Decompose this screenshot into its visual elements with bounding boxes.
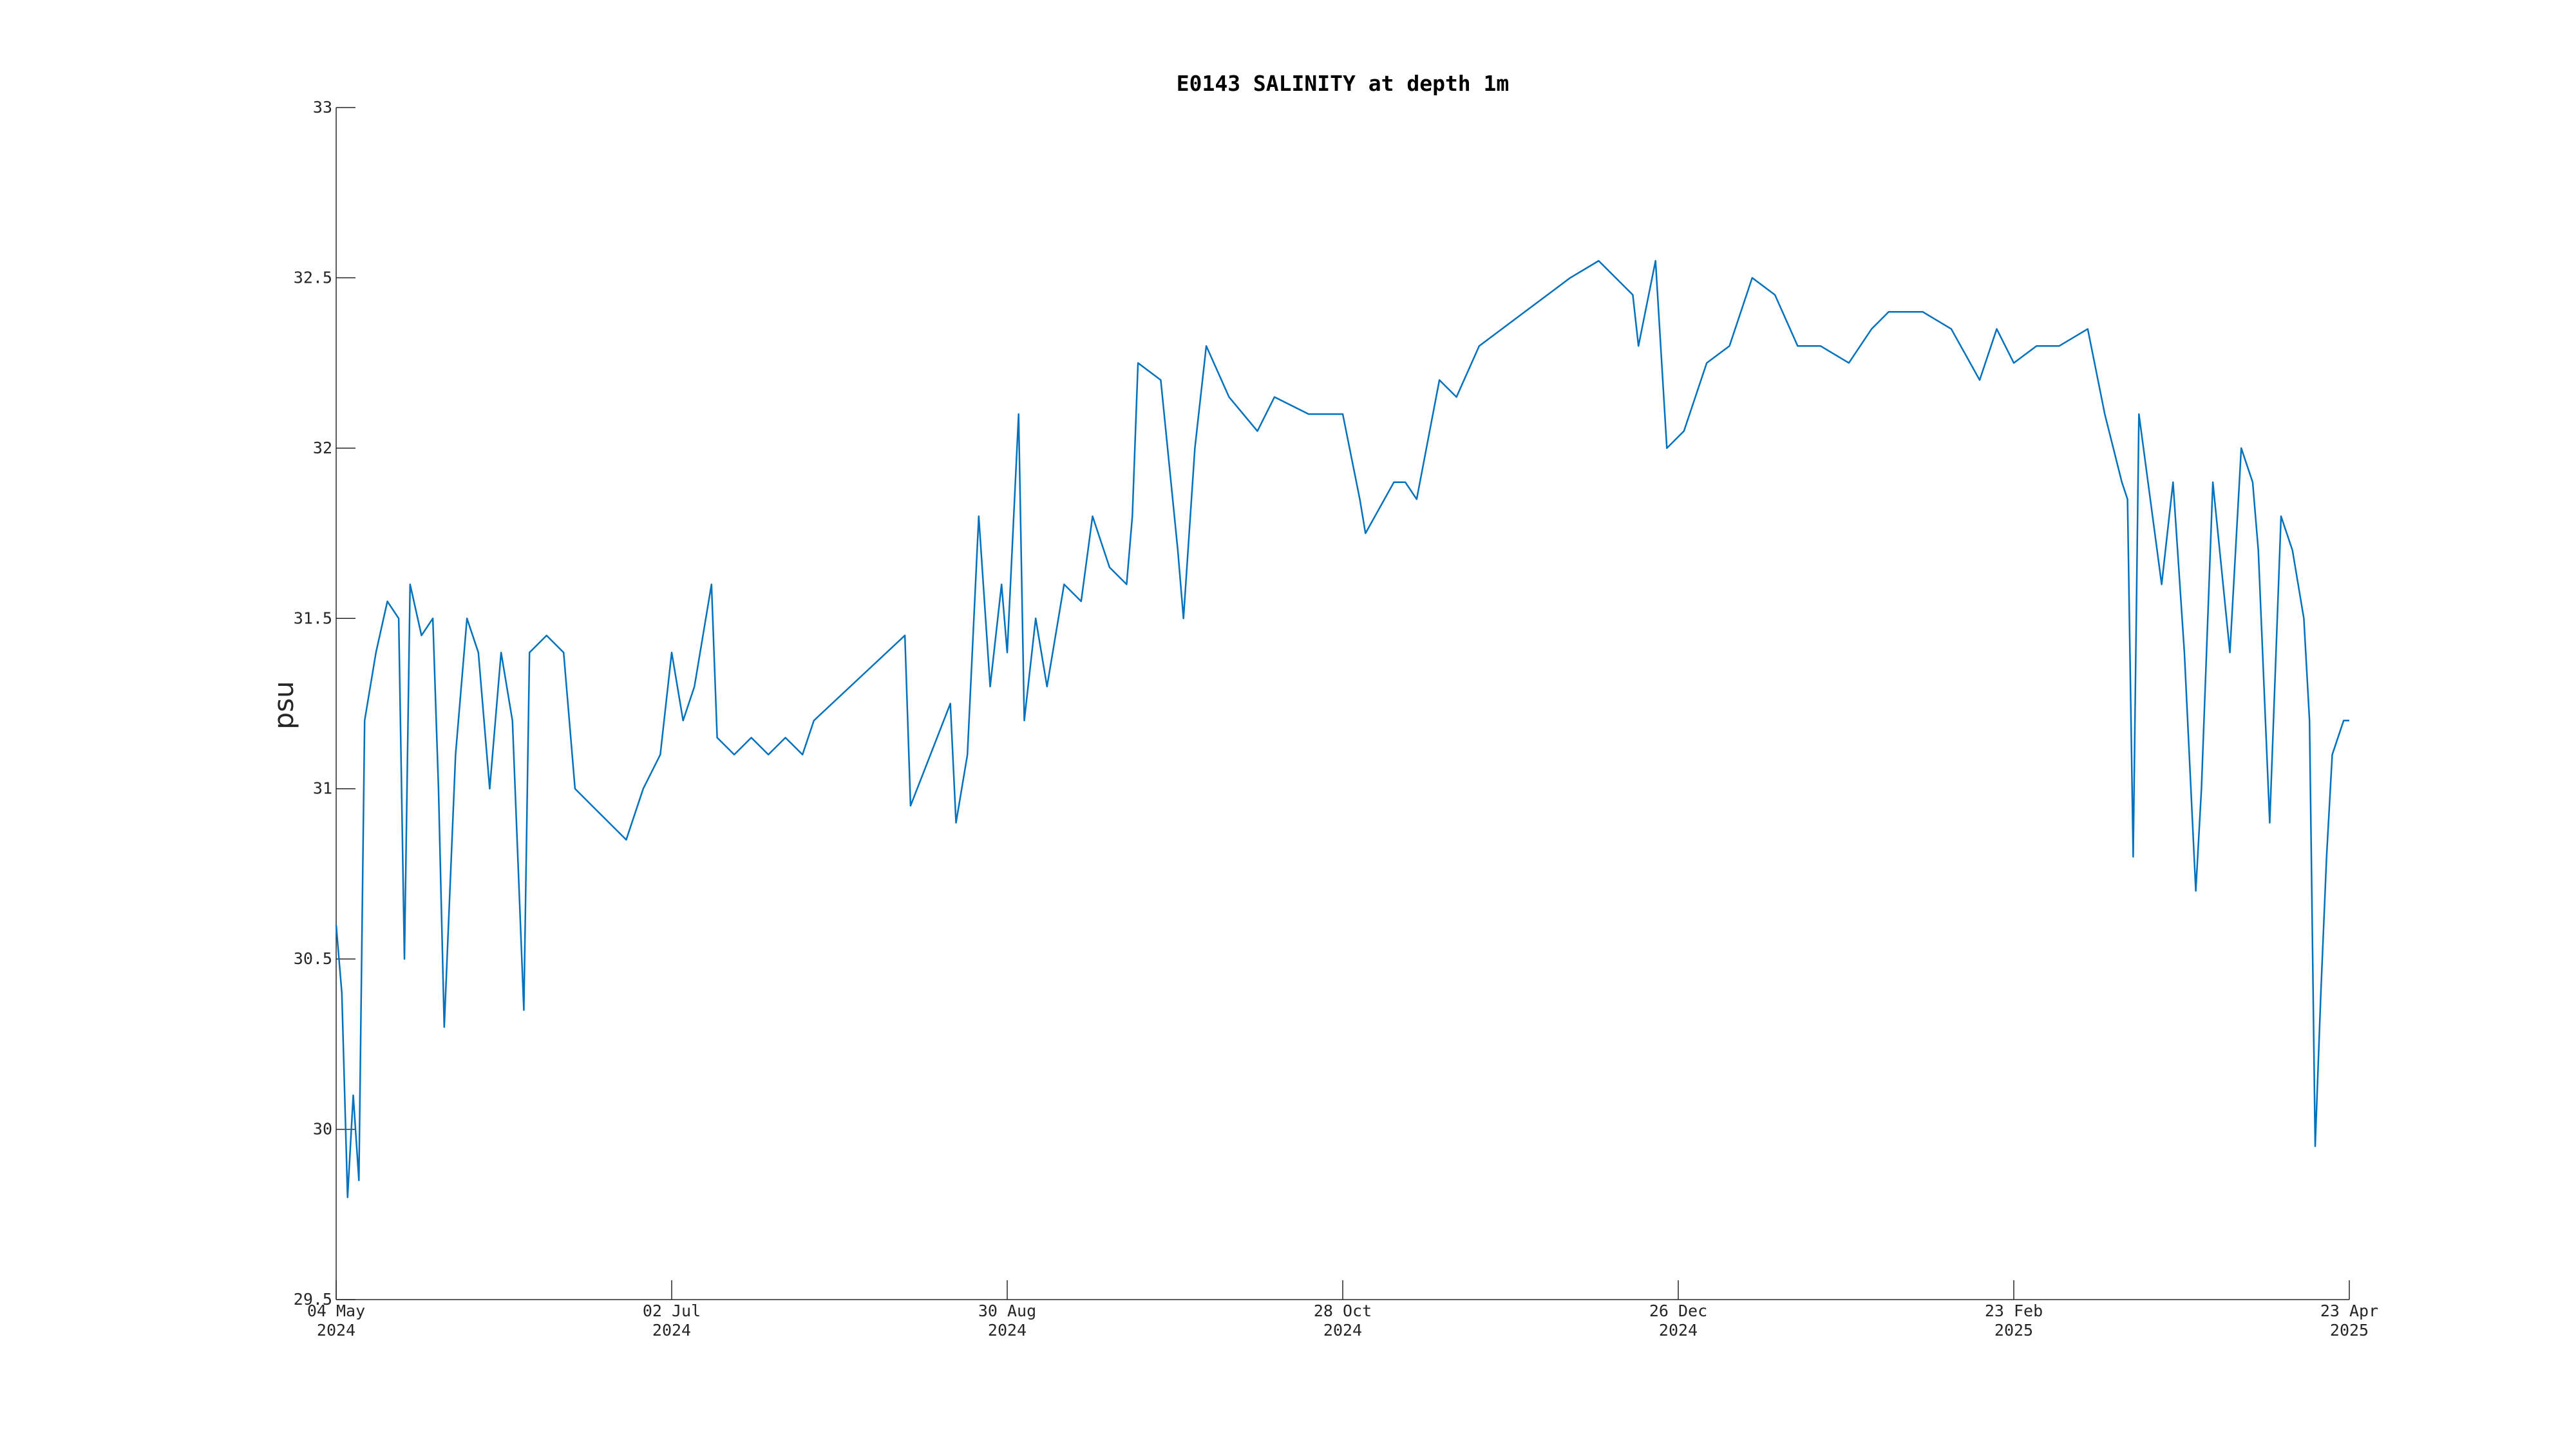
y-tick-label: 30.5 — [294, 949, 332, 968]
x-tick-label: 30 Aug 2024 — [978, 1302, 1036, 1340]
y-tick-label: 32.5 — [294, 268, 332, 287]
y-tick-label: 31 — [313, 779, 332, 798]
chart-title: E0143 SALINITY at depth 1m — [1177, 71, 1510, 96]
y-axis-label: psu — [268, 681, 299, 729]
y-tick-label: 33 — [313, 98, 332, 117]
y-tick-label: 32 — [313, 439, 332, 457]
x-tick-label: 26 Dec 2024 — [1649, 1302, 1707, 1340]
x-tick-label: 23 Apr 2025 — [2320, 1302, 2378, 1340]
y-tick-label: 29.5 — [294, 1290, 332, 1309]
x-tick-label: 02 Jul 2024 — [643, 1302, 701, 1340]
x-tick-label: 23 Feb 2025 — [1985, 1302, 2043, 1340]
x-tick-label: 28 Oct 2024 — [1314, 1302, 1372, 1340]
y-tick-label: 30 — [313, 1120, 332, 1139]
x-tick-label: 04 May 2024 — [307, 1302, 365, 1340]
data-line — [335, 260, 2349, 1198]
y-tick-label: 31.5 — [294, 609, 332, 627]
